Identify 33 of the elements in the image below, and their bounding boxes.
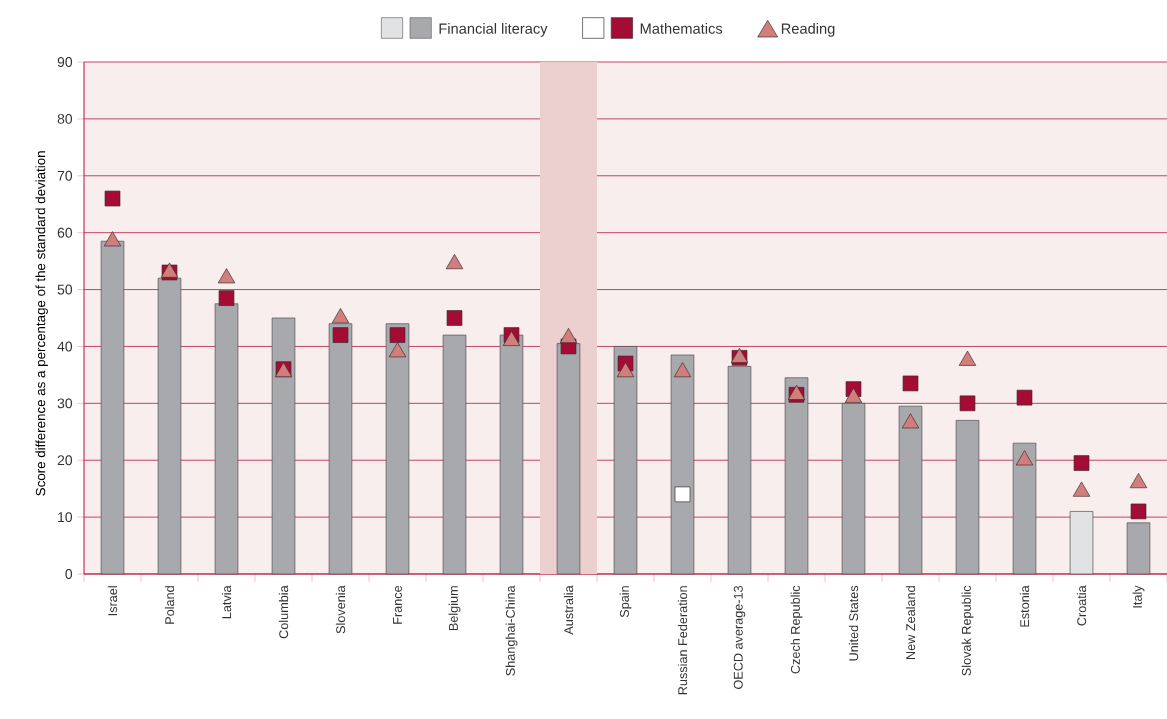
- x-tick-label: Poland: [164, 586, 175, 624]
- y-tick-label: 50: [57, 284, 73, 295]
- x-tick-label: Slovak Republic: [961, 585, 974, 676]
- x-tick-label: OECD average-13: [733, 585, 746, 689]
- y-tick-label: 90: [57, 57, 73, 67]
- x-tick-label: Australia: [563, 585, 574, 635]
- x-tick-label: Shanghai-China: [505, 585, 518, 676]
- y-axis-title: Score difference as a percentage of the standard deviation: [35, 151, 48, 496]
- legend-label: Mathematics: [640, 23, 723, 34]
- x-tick-label: Slovenia: [335, 585, 346, 634]
- y-tick-label: 40: [57, 341, 73, 352]
- x-tick-label: Czech Republic: [790, 585, 803, 674]
- y-tick-label: 10: [58, 512, 73, 523]
- y-tick-label: 20: [57, 455, 73, 466]
- legend-label: Reading: [781, 23, 835, 37]
- x-tick-label: France: [393, 585, 402, 624]
- x-tick-label: Latvia: [221, 585, 232, 619]
- x-tick-label: Italy: [1132, 585, 1145, 608]
- x-tick-label: Estonia: [1019, 585, 1030, 627]
- x-tick-label: Russian Federation: [677, 586, 688, 695]
- legend-label: Financial literacy: [439, 23, 548, 37]
- y-tick-label: 30: [57, 398, 73, 409]
- x-tick-label: Croatia: [1076, 585, 1087, 626]
- y-tick-label: 80: [57, 113, 73, 124]
- x-tick-label: Belgium: [448, 586, 461, 631]
- x-tick-label: Columbia: [278, 585, 289, 639]
- x-tick-label: United States: [848, 585, 859, 661]
- x-tick-label: Israel: [107, 586, 118, 616]
- y-tick-label: 0: [65, 569, 73, 579]
- y-tick-label: 60: [57, 227, 73, 238]
- x-tick-label: Spain: [619, 586, 632, 618]
- y-tick-label: 70: [57, 170, 73, 181]
- x-tick-label: New Zealand: [905, 586, 916, 659]
